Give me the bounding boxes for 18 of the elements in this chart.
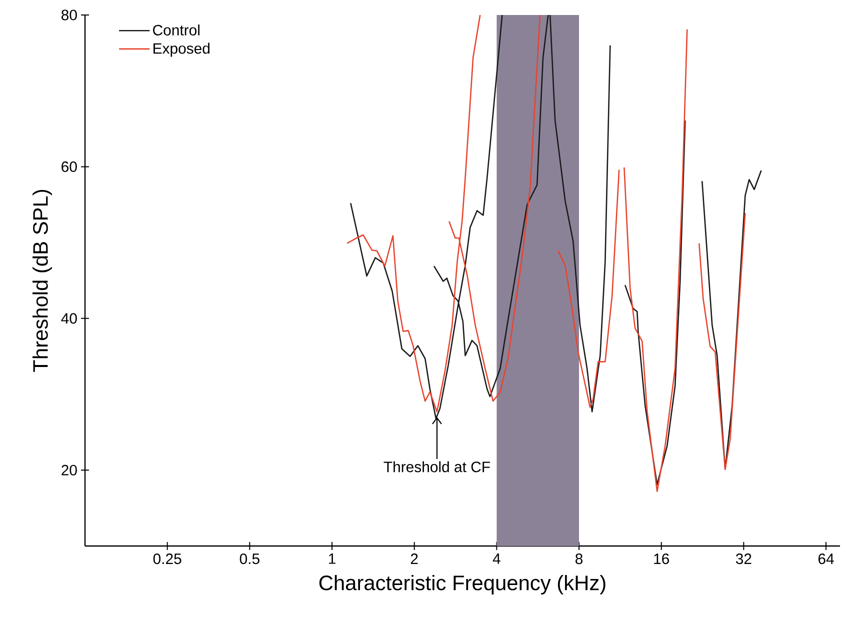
y-tick-label: 40 <box>61 313 77 324</box>
x-tick-label: 2 <box>410 554 418 564</box>
x-tick-label: 8 <box>576 554 583 564</box>
x-tick-label: 64 <box>818 554 834 564</box>
annotation: Threshold at CF <box>384 461 490 472</box>
x-tick-label: 4 <box>492 554 500 564</box>
x-tick-label: 32 <box>736 554 752 564</box>
x-axis-title: Characteristic Frequency (kHz) <box>319 574 606 594</box>
y-axis-title: Threshold (dB SPL) <box>32 190 52 372</box>
x-tick-label: 0.25 <box>153 554 182 564</box>
y-tick-label: 80 <box>62 10 77 20</box>
y-tick-label: 60 <box>62 161 77 172</box>
x-tick-label: 1 <box>328 554 336 564</box>
x-tick-label: 0.5 <box>240 554 260 564</box>
x-tick-label: 16 <box>654 554 669 564</box>
legend-label: Exposed <box>154 42 210 57</box>
legend-label: Control <box>153 24 200 36</box>
y-tick-label: 20 <box>62 464 77 476</box>
